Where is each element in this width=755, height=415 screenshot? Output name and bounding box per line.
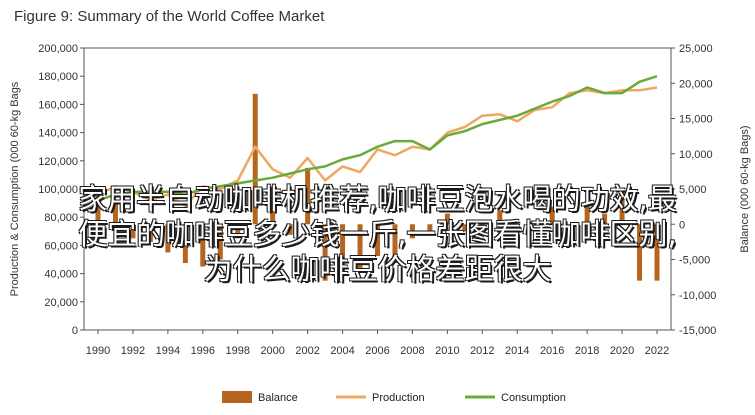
series-lines	[97, 75, 658, 208]
balance-bar	[409, 224, 415, 239]
x-tick-label: 2010	[435, 345, 459, 357]
balance-bar	[182, 224, 188, 264]
balance-bar	[514, 224, 520, 235]
balance-bar	[479, 224, 485, 232]
y-right-tick-label: -10,000	[679, 290, 716, 302]
x-tick-label: 1994	[156, 345, 180, 357]
balance-bar	[112, 199, 118, 225]
y-left-tick-label: 200,000	[38, 43, 78, 55]
balance-bar	[584, 203, 590, 225]
balance-bar	[287, 224, 293, 235]
y-left-tick-label: 120,000	[38, 156, 78, 168]
balance-bar	[637, 224, 643, 281]
chart-title: Figure 9: Summary of the World Coffee Ma…	[14, 8, 325, 25]
y-right-tick-label: 20,000	[679, 78, 713, 90]
balance-bar	[602, 213, 608, 225]
balance-bar	[322, 224, 328, 281]
overlay-line-2: 便宜的咖啡豆多少钱一斤,一张图看懂咖啡区别,	[78, 217, 677, 251]
overlay-line-3: 为什么咖啡豆价格差距很大	[203, 252, 552, 286]
consumption-line	[97, 75, 658, 202]
y-right-tick-label: 5,000	[679, 184, 707, 196]
x-tick-label: 2012	[470, 345, 494, 357]
x-tick-label: 2016	[540, 345, 564, 357]
y-right-tick-label: 10,000	[679, 149, 713, 161]
y-right-axis-title: Balance (000 60-kg Bags)	[739, 125, 751, 252]
x-tick-label: 2000	[260, 345, 284, 357]
legend-label-consumption: Consumption	[501, 392, 566, 404]
x-tick-label: 1992	[121, 345, 145, 357]
balance-bar	[252, 93, 258, 225]
y-left-tick-label: 140,000	[38, 128, 78, 140]
y-right-tick-label: -5,000	[679, 255, 710, 267]
x-tick-label: 2004	[330, 345, 354, 357]
x-tick-label: 2008	[400, 345, 424, 357]
y-left-tick-label: 0	[72, 325, 78, 337]
x-tick-label: 2014	[505, 345, 529, 357]
y-right-tick-label: 25,000	[679, 43, 713, 55]
y-left-tick-label: 100,000	[38, 184, 78, 196]
balance-bar	[619, 192, 625, 225]
axis-titles: Production & Consumption (000 60-kg Bags…	[9, 81, 751, 296]
y-right-tick-label: 0	[679, 219, 685, 231]
balance-bar	[392, 224, 398, 264]
balance-bar	[305, 167, 311, 225]
balance-bars	[95, 93, 660, 281]
y-left-axis-title: Production & Consumption (000 60-kg Bags	[9, 81, 21, 296]
balance-bar	[375, 224, 380, 256]
x-tick-label: 2022	[645, 345, 669, 357]
y-left-tick-label: 180,000	[38, 71, 78, 83]
balance-bar	[165, 224, 171, 253]
x-tick-label: 2020	[610, 345, 634, 357]
y-right-tick-label: 15,000	[679, 114, 713, 126]
y-left-tick-label: 40,000	[44, 269, 78, 281]
x-tick-label: 2002	[295, 345, 319, 357]
overlay-line-1: 家用半自动咖啡机推荐,咖啡豆泡水喝的功效,最	[78, 182, 677, 216]
x-tick-label: 2006	[365, 345, 389, 357]
legend-swatch-balance	[222, 391, 252, 403]
balance-bar	[235, 224, 241, 239]
balance-bar	[444, 213, 450, 225]
balance-bar	[497, 210, 503, 225]
axis-ticks: 0 20,000 40,000 60,000 80,000 100,000 120,000 1…	[38, 43, 716, 357]
balance-bar	[549, 206, 555, 225]
balance-bar	[427, 224, 433, 235]
balance-bar	[532, 224, 538, 232]
balance-bar	[270, 196, 276, 225]
y-left-tick-label: 20,000	[44, 297, 78, 309]
legend-label-balance: Balance	[258, 392, 298, 404]
x-tick-label: 1998	[226, 345, 250, 357]
x-tick-label: 1990	[86, 345, 110, 357]
overlay-caption: 家用半自动咖啡机推荐,咖啡豆泡水喝的功效,最 便宜的咖啡豆多少钱一斤,一张图看懂…	[0, 182, 755, 287]
balance-bar	[95, 196, 101, 225]
y-right-tick-label: -15,000	[679, 325, 716, 337]
y-left-tick-label: 160,000	[38, 99, 78, 111]
balance-bar	[130, 224, 136, 239]
balance-bar	[357, 224, 363, 271]
balance-bar	[654, 224, 660, 281]
x-tick-label: 2018	[575, 345, 599, 357]
balance-bar	[200, 224, 206, 267]
balance-bar	[462, 224, 468, 232]
balance-bar	[217, 224, 223, 260]
legend: Balance Production Consumption	[222, 391, 566, 404]
balance-bar	[340, 224, 346, 274]
y-left-tick-label: 60,000	[44, 240, 78, 252]
balance-bar	[567, 224, 573, 228]
balance-bar	[147, 224, 153, 242]
x-tick-label: 1996	[191, 345, 215, 357]
legend-label-production: Production	[372, 392, 425, 404]
y-left-tick-label: 80,000	[44, 212, 78, 224]
